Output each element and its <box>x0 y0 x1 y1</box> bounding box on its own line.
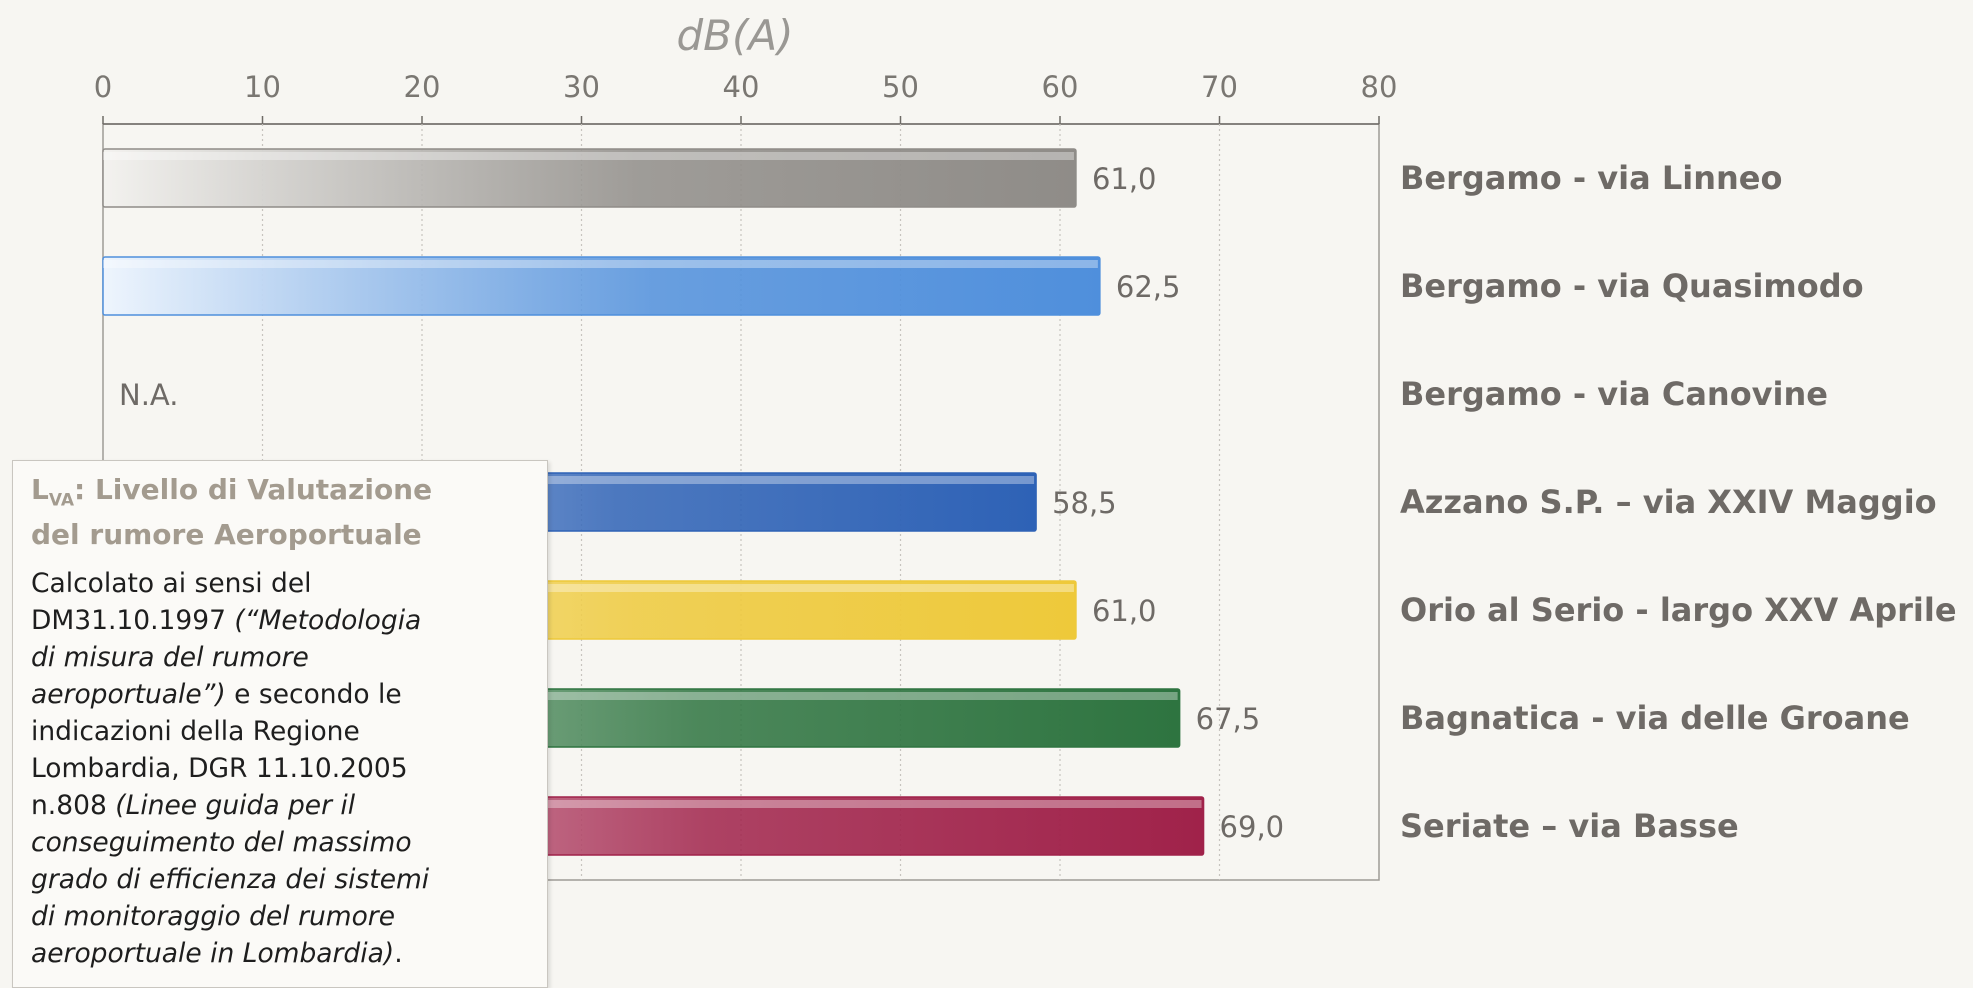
bar-highlight <box>103 800 1202 808</box>
category-label: Azzano S.P. – via XXIV Maggio <box>1400 483 1937 521</box>
bar-highlight <box>103 260 1098 268</box>
tick-label: 70 <box>1201 70 1238 104</box>
value-label: 69,0 <box>1220 810 1285 844</box>
lva-subscript: VA <box>48 490 75 511</box>
bar-highlight <box>103 584 1074 592</box>
body-italic: conseguimento del massimo <box>31 826 412 858</box>
tick-label: 20 <box>404 70 441 104</box>
x-ticks: 0 10 20 30 40 50 60 70 80 <box>94 70 1398 124</box>
value-label: 67,5 <box>1196 702 1261 736</box>
body-line: n.808 <box>31 789 116 821</box>
bar-highlight <box>103 152 1074 160</box>
body-line: Lombardia, DGR 11.10.2005 <box>31 752 408 784</box>
tick-label: 60 <box>1042 70 1079 104</box>
tick-label: 30 <box>563 70 600 104</box>
title-line-1: : Livello di Valutazione <box>74 473 433 506</box>
bar-highlight <box>103 692 1178 700</box>
category-label: Bergamo - via Canovine <box>1400 375 1828 413</box>
body-line: indicazioni della Regione <box>31 715 360 747</box>
tick-label: 0 <box>94 70 112 104</box>
bar <box>102 148 1077 208</box>
body-italic: aeroportuale”) <box>31 678 226 710</box>
category-label: Seriate – via Basse <box>1400 807 1739 845</box>
bars <box>102 148 1205 856</box>
lva-symbol: L <box>31 473 49 506</box>
category-label: Bergamo - via Quasimodo <box>1400 267 1864 305</box>
category-label: Bagnatica - via delle Groane <box>1400 699 1910 737</box>
value-label: 58,5 <box>1052 486 1117 520</box>
body-line: DM31.10.1997 <box>31 604 235 636</box>
body-italic: di monitoraggio del rumore <box>31 900 395 932</box>
category-labels: Bergamo - via Linneo Bergamo - via Quasim… <box>1400 159 1957 845</box>
body-line: e secondo le <box>225 678 402 710</box>
body-italic: aeroportuale in Lombardia) <box>31 937 395 969</box>
value-label: 61,0 <box>1092 594 1157 628</box>
category-label: Orio al Serio - largo XXV Aprile <box>1400 591 1957 629</box>
body-line: Calcolato ai sensi del <box>31 567 312 599</box>
body-italic: (“Metodologia <box>234 604 422 636</box>
info-box-title: LVA: Livello di Valutazione del rumore A… <box>31 473 529 551</box>
value-label: 61,0 <box>1092 162 1157 196</box>
body-italic: grado di efficienza dei sistemi <box>31 863 430 895</box>
body-italic: (Linee guida per il <box>115 789 356 821</box>
tick-label: 10 <box>244 70 281 104</box>
info-box-body: Calcolato ai sensi del DM31.10.1997 (“Me… <box>31 565 529 972</box>
body-line: . <box>394 937 403 969</box>
tick-label: 40 <box>723 70 760 104</box>
category-label: Bergamo - via Linneo <box>1400 159 1782 197</box>
value-label: 62,5 <box>1116 270 1181 304</box>
value-labels: 61,0 62,5 N.A. 58,5 61,0 67,5 69,0 <box>119 162 1284 844</box>
tick-label: 50 <box>882 70 919 104</box>
tick-label: 80 <box>1361 70 1398 104</box>
bar-highlight <box>103 476 1035 484</box>
title-line-2: del rumore Aeroportuale <box>31 517 422 551</box>
bar <box>102 256 1101 316</box>
info-box: LVA: Livello di Valutazione del rumore A… <box>12 460 548 988</box>
body-italic: di misura del rumore <box>31 641 309 673</box>
chart-title: dB(A) <box>677 11 794 60</box>
value-label: N.A. <box>119 378 178 412</box>
